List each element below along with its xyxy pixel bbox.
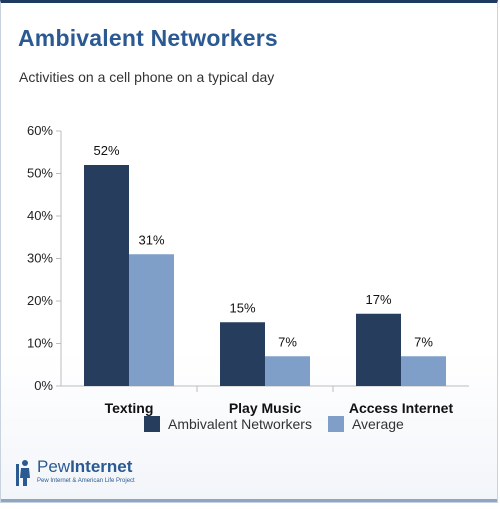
bar-chart: 0% 10% 20% 30% 40% 50% 60% 52% 31% Texting 15% 7% Pl… [27,123,469,416]
y-tick-label: 50% [27,166,53,181]
data-label: 31% [138,232,164,247]
bottom-border [1,499,497,502]
logo-text: PewInternet Pew Internet & American Life… [37,458,135,485]
data-label: 52% [93,143,119,158]
y-tick-label: 30% [27,251,53,266]
pew-internet-logo: PewInternet Pew Internet & American Life… [15,458,135,488]
logo-name-light: Pew [37,457,71,476]
chart-subtitle: Activities on a cell phone on a typical … [19,69,275,85]
legend-label-secondary: Average [351,416,404,432]
legend-item-secondary: Average [327,416,404,432]
bar [401,356,446,386]
legend-label-primary: Ambivalent Networkers [168,416,312,432]
category-label: Access Internet [349,400,454,416]
y-tick-label: 10% [27,336,53,351]
data-label: 7% [278,334,297,349]
y-tick-label: 40% [27,208,53,223]
bar [220,322,265,386]
chart-title: Ambivalent Networkers [18,25,278,51]
category-label: Play Music [229,400,302,416]
pew-figure-icon [16,460,30,486]
legend-swatch-secondary [327,416,344,432]
bar [265,356,310,386]
bar [129,254,174,386]
y-tick-label: 60% [27,123,53,138]
y-tick-label: 20% [27,293,53,308]
bar [356,313,401,386]
logo-name: PewInternet [37,458,135,476]
logo-tagline: Pew Internet & American Life Project [37,478,135,484]
legend-swatch-primary [144,416,160,432]
category-label: Texting [105,400,154,416]
y-tick-label: 0% [34,378,53,393]
logo-name-bold: Internet [70,457,133,476]
chart-legend: Ambivalent Networkers Average [144,416,414,432]
data-label: 7% [414,334,433,349]
legend-item-primary: Ambivalent Networkers [144,416,312,432]
bar [84,165,129,386]
data-label: 17% [365,292,391,307]
data-label: 15% [229,300,255,315]
